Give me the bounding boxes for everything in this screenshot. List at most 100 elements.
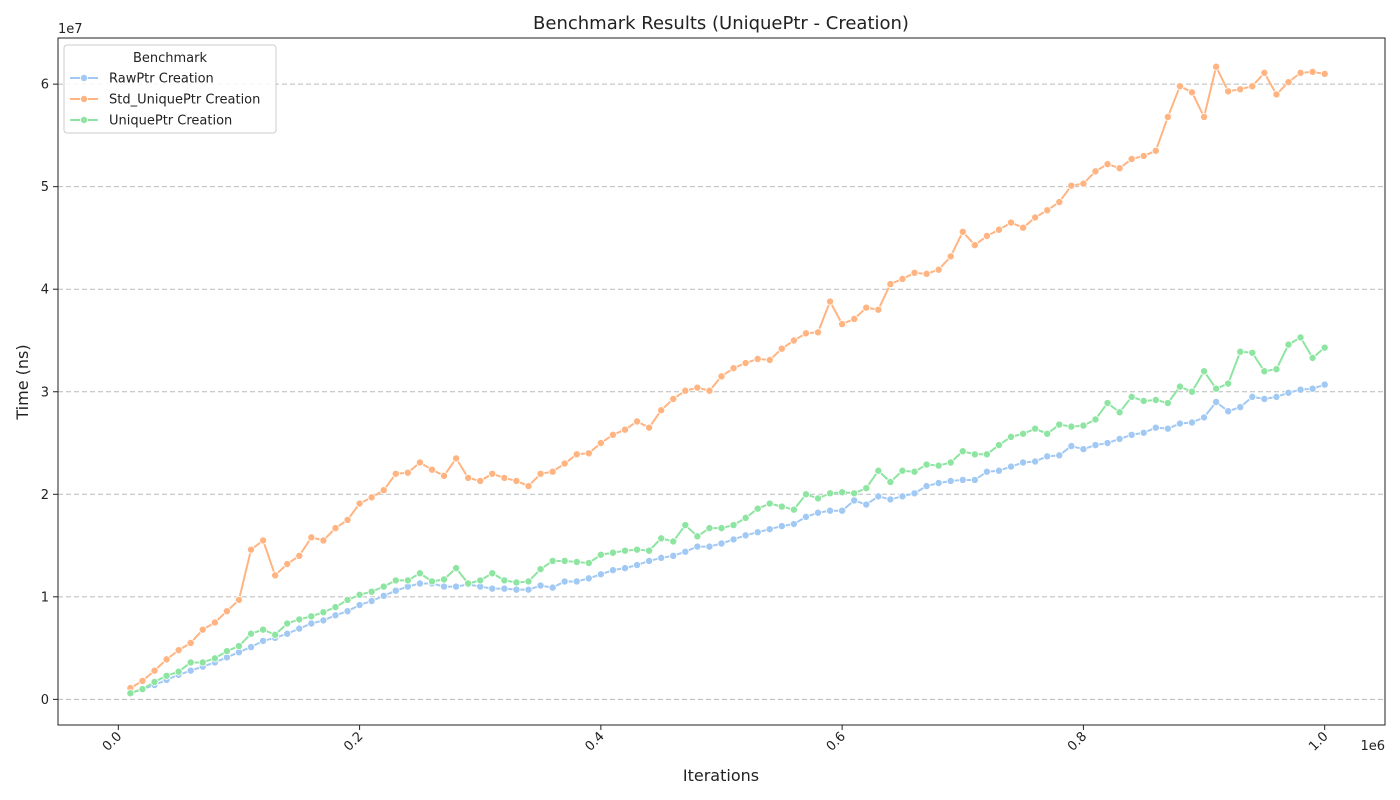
data-point (1272, 365, 1281, 374)
data-point (367, 587, 376, 596)
data-point (970, 475, 979, 484)
data-point (198, 658, 207, 667)
data-point (198, 625, 207, 634)
data-point (222, 647, 231, 656)
data-point (283, 560, 292, 569)
data-point (765, 355, 774, 364)
data-point (1007, 462, 1016, 471)
data-point (657, 406, 666, 415)
data-point (476, 476, 485, 485)
data-point (826, 506, 835, 515)
data-point (777, 522, 786, 531)
data-point (1067, 181, 1076, 190)
data-point (1163, 112, 1172, 121)
data-point (415, 569, 424, 578)
data-point (982, 450, 991, 459)
data-point (729, 521, 738, 530)
data-point (234, 642, 243, 651)
data-point (162, 655, 171, 664)
data-point (138, 685, 147, 694)
data-point (886, 495, 895, 504)
plot-area (58, 38, 1385, 725)
data-point (874, 466, 883, 475)
data-point (1248, 392, 1257, 401)
data-point (838, 320, 847, 329)
data-point (1043, 206, 1052, 215)
data-point (319, 536, 328, 545)
data-point (681, 386, 690, 395)
y-tick-label: 0 (41, 693, 49, 708)
data-point (1308, 384, 1317, 393)
data-point (826, 489, 835, 498)
data-point (234, 595, 243, 604)
data-point (1200, 413, 1209, 422)
data-point (910, 268, 919, 277)
data-point (681, 521, 690, 530)
data-point (1320, 343, 1329, 352)
data-point (1019, 223, 1028, 232)
data-point (1296, 333, 1305, 342)
data-point (693, 383, 702, 392)
data-point (331, 524, 340, 533)
data-point (922, 269, 931, 278)
data-point (850, 489, 859, 498)
data-point (343, 607, 352, 616)
legend-swatch-marker (80, 116, 89, 125)
data-point (1139, 151, 1148, 160)
data-point (500, 576, 509, 585)
x-tick-label: 1.0 (1306, 729, 1331, 754)
data-point (186, 666, 195, 675)
data-point (186, 638, 195, 647)
data-point (1115, 408, 1124, 417)
grid-layer (58, 83, 1385, 700)
legend-entry: UniquePtr Creation (70, 114, 232, 129)
data-point (982, 231, 991, 240)
data-point (994, 225, 1003, 234)
legend-swatch-marker (80, 95, 89, 104)
data-point (1236, 403, 1245, 412)
data-point (1127, 430, 1136, 439)
legend-box (63, 44, 277, 134)
data-point (898, 492, 907, 501)
series-line (130, 336, 1326, 695)
data-point (1320, 69, 1329, 78)
data-point (440, 575, 449, 584)
data-point (355, 601, 364, 610)
data-point (1260, 68, 1269, 77)
data-point (898, 274, 907, 283)
data-point (1296, 68, 1305, 77)
data-point (886, 280, 895, 289)
data-point (488, 584, 497, 593)
data-point (789, 520, 798, 529)
data-point (210, 618, 219, 627)
data-point (1248, 348, 1257, 357)
data-point (1272, 392, 1281, 401)
data-point (415, 458, 424, 467)
data-point (548, 467, 557, 476)
data-point (1163, 424, 1172, 433)
series-line (129, 65, 1325, 689)
x-tick-label: 0.6 (824, 729, 849, 754)
data-point (584, 558, 593, 567)
data-point (958, 475, 967, 484)
data-point (427, 465, 436, 474)
data-point (1296, 385, 1305, 394)
data-point (645, 556, 654, 565)
data-point (440, 582, 449, 591)
data-point (307, 533, 316, 542)
data-point (669, 551, 678, 560)
y-tick-label: 2 (41, 488, 49, 503)
data-point (729, 535, 738, 544)
data-point (247, 643, 256, 652)
data-point (814, 328, 823, 337)
data-point (138, 676, 147, 685)
data-point (572, 577, 581, 586)
data-point (343, 515, 352, 524)
data-point (307, 619, 316, 628)
data-point (1067, 442, 1076, 451)
y-axis-label: Time (ns) (13, 344, 32, 420)
data-point (801, 512, 810, 521)
data-point (307, 612, 316, 621)
data-point (608, 566, 617, 575)
data-point (186, 658, 195, 667)
